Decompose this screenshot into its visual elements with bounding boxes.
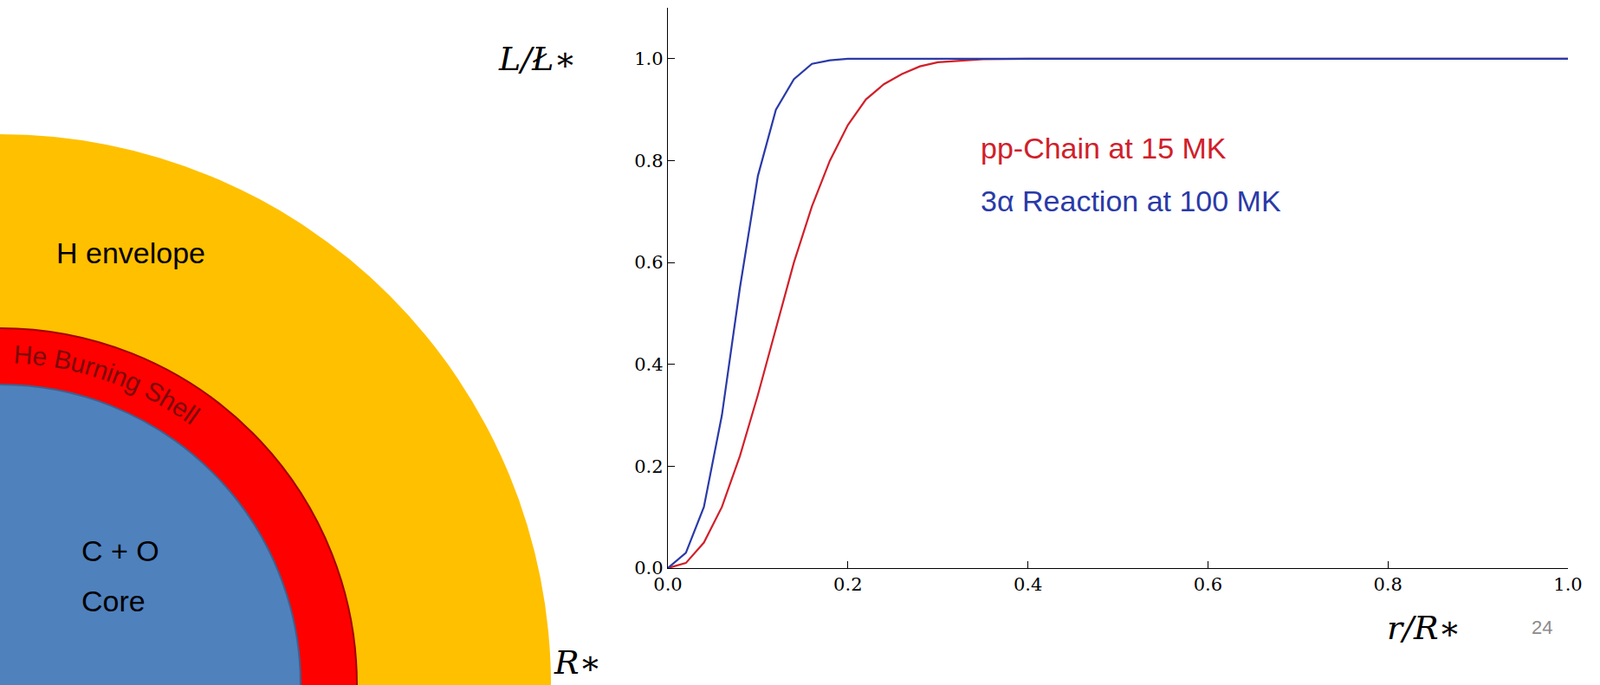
svg-text:H envelope: H envelope — [56, 236, 206, 270]
svg-text:r/R∗: r/R∗ — [1386, 608, 1461, 648]
svg-text:He Burning Shell: He Burning Shell — [12, 339, 206, 430]
svg-text:0.0: 0.0 — [634, 557, 663, 579]
svg-text:0.8: 0.8 — [1373, 574, 1402, 596]
svg-text:0.2: 0.2 — [634, 456, 663, 478]
svg-text:pp-Chain at 15 MK: pp-Chain at 15 MK — [980, 131, 1227, 165]
svg-text:0.4: 0.4 — [1013, 574, 1043, 596]
svg-text:R∗: R∗ — [553, 643, 602, 682]
svg-text:0.6: 0.6 — [634, 252, 663, 273]
svg-text:0.8: 0.8 — [634, 150, 663, 172]
svg-text:Core: Core — [81, 584, 146, 618]
svg-text:1.0: 1.0 — [1553, 574, 1582, 596]
svg-text:0.6: 0.6 — [1193, 574, 1223, 596]
svg-text:L/Ł∗: L/Ł∗ — [498, 39, 577, 78]
svg-text:1.0: 1.0 — [634, 48, 663, 70]
svg-text:0.0: 0.0 — [653, 574, 682, 596]
svg-text:0.2: 0.2 — [833, 574, 862, 596]
svg-text:3α Reaction at 100 MK: 3α Reaction at 100 MK — [980, 184, 1282, 218]
html-text:24: 24 — [1531, 616, 1553, 639]
svg-text:0.4: 0.4 — [634, 354, 663, 376]
svg-text:C + O: C + O — [81, 534, 160, 568]
